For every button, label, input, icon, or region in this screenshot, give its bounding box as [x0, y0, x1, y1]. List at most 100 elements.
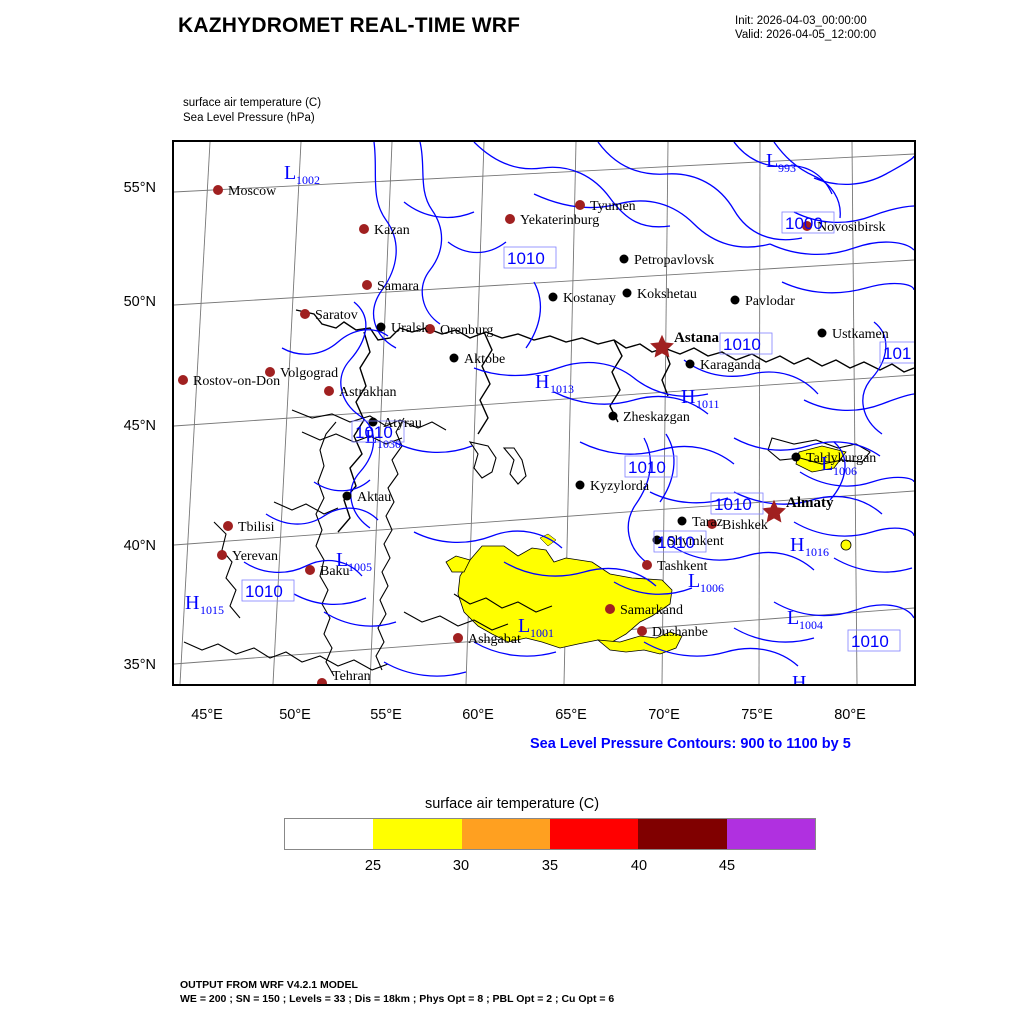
lat-label-40n: 40°N [123, 538, 156, 554]
svg-text:Zheskazgan: Zheskazgan [623, 410, 690, 425]
svg-text:Pavlodar: Pavlodar [745, 294, 795, 309]
colorbar-title: surface air temperature (C) [424, 796, 600, 812]
colorbar-swatch-2 [461, 819, 550, 849]
lat-label-50n: 50°N [123, 294, 156, 310]
svg-text:Karaganda: Karaganda [700, 358, 761, 373]
svg-text:1002: 1002 [296, 173, 320, 187]
svg-text:H: H [535, 371, 549, 393]
svg-text:H: H [185, 592, 199, 614]
svg-text:Ustkamen: Ustkamen [832, 327, 889, 342]
colorbar-swatch-1 [373, 819, 462, 849]
svg-text:Aktau: Aktau [357, 490, 391, 505]
svg-text:Kokshetau: Kokshetau [637, 287, 697, 302]
lon-label-75e: 75°E [741, 707, 773, 723]
svg-text:L: L [365, 426, 377, 448]
svg-text:1011: 1011 [696, 397, 720, 411]
svg-text:101: 101 [883, 344, 911, 363]
variable-line-1: surface air temperature (C) [183, 97, 322, 109]
svg-text:1013: 1013 [550, 382, 574, 396]
svg-text:L: L [766, 150, 778, 172]
svg-text:L: L [787, 607, 799, 629]
svg-text:Yerevan: Yerevan [232, 549, 278, 564]
svg-text:Taldykurgan: Taldykurgan [806, 451, 876, 466]
svg-text:1001: 1001 [530, 626, 554, 640]
pressure-contours [243, 142, 914, 677]
svg-text:1010: 1010 [851, 632, 889, 651]
svg-text:Tashkent: Tashkent [657, 559, 707, 574]
svg-text:Tehran: Tehran [332, 669, 371, 684]
init-time: Init: 2026-04-03_00:00:00 [735, 15, 867, 27]
svg-text:Aktobe: Aktobe [464, 352, 505, 367]
footer-line-1: OUTPUT FROM WRF V4.2.1 MODEL [180, 979, 358, 991]
svg-text:1010: 1010 [714, 495, 752, 514]
weather-map[interactable]: Moscow Kazan Tyumen Yekaterinburg Samara… [172, 140, 916, 686]
svg-text:Ashgabat: Ashgabat [468, 632, 521, 647]
svg-text:1006: 1006 [833, 464, 857, 478]
colorbar-tick-25: 25 [364, 858, 382, 874]
lon-label-65e: 65°E [555, 707, 587, 723]
svg-text:Baku: Baku [320, 564, 350, 579]
colorbar-swatch-3 [549, 819, 639, 849]
svg-text:1015: 1015 [200, 603, 224, 617]
svg-text:1010: 1010 [628, 458, 666, 477]
svg-text:Taraz: Taraz [692, 515, 723, 530]
svg-text:H: H [681, 386, 695, 408]
svg-text:Yekaterinburg: Yekaterinburg [520, 213, 599, 228]
svg-text:1006: 1006 [700, 581, 724, 595]
colorbar-tick-35: 35 [541, 858, 559, 874]
svg-text:Bishkek: Bishkek [722, 518, 768, 533]
svg-text:1010: 1010 [355, 423, 393, 442]
lon-label-50e: 50°E [279, 707, 311, 723]
lon-label-70e: 70°E [648, 707, 680, 723]
page-title: KAZHYDROMET REAL-TIME WRF [178, 14, 521, 37]
contour-value-labels: 1010 1000 1010 1010 1010 1010 1010 1010 … [241, 211, 914, 652]
coastlines [183, 409, 871, 677]
svg-text:L: L [284, 162, 296, 184]
svg-text:1030: 1030 [377, 437, 401, 451]
svg-text:Volgograd: Volgograd [280, 366, 338, 381]
colorbar-swatch-4 [638, 819, 727, 849]
capital-markers [650, 334, 786, 523]
svg-text:1010: 1010 [507, 249, 545, 268]
svg-text:Petropavlovsk: Petropavlovsk [634, 253, 714, 268]
svg-text:1010: 1010 [245, 582, 283, 601]
svg-text:Kazan: Kazan [374, 223, 410, 238]
temperature-colorbar [284, 818, 816, 850]
svg-text:Samarkand: Samarkand [620, 603, 683, 618]
svg-text:Uralsk: Uralsk [391, 321, 428, 336]
svg-text:Dushanbe: Dushanbe [652, 625, 708, 640]
lon-label-45e: 45°E [191, 707, 223, 723]
svg-text:1010: 1010 [657, 533, 695, 552]
svg-text:Moscow: Moscow [228, 184, 277, 199]
footer-line-2: WE = 200 ; SN = 150 ; Levels = 33 ; Dis … [180, 993, 615, 1005]
svg-text:Tyumen: Tyumen [590, 199, 636, 214]
svg-text:1010: 1010 [723, 335, 761, 354]
svg-text:L: L [336, 549, 348, 571]
svg-text:Rostov-on-Don: Rostov-on-Don [193, 374, 280, 389]
city-markers [178, 185, 827, 684]
svg-text:1005: 1005 [348, 560, 372, 574]
model-footer: OUTPUT FROM WRF V4.2.1 MODEL WE = 200 ; … [180, 978, 614, 1006]
lat-label-45n: 45°N [123, 418, 156, 434]
svg-text:Saratov: Saratov [315, 308, 358, 323]
svg-text:Almaty: Almaty [786, 495, 834, 511]
svg-text:L: L [688, 570, 700, 592]
colorbar-ticks: 25 30 35 40 45 [284, 858, 816, 878]
svg-text:Kostanay: Kostanay [563, 291, 616, 306]
svg-text:Astana: Astana [674, 330, 720, 346]
contour-note: Sea Level Pressure Contours: 900 to 1100… [530, 736, 851, 752]
lon-label-60e: 60°E [462, 707, 494, 723]
pressure-center-labels: L 1002 L 993 H 1013 H 1011 L 1030 L 1005 H 1015… [185, 150, 857, 684]
colorbar-tick-30: 30 [452, 858, 470, 874]
svg-text:993: 993 [778, 161, 796, 175]
valid-time: Valid: 2026-04-05_12:00:00 [735, 29, 877, 41]
svg-text:H: H [792, 672, 806, 684]
capital-labels: Astana Almaty [674, 330, 834, 511]
variable-legend: surface air temperature (C) Sea Level Pr… [183, 96, 321, 126]
svg-text:1000: 1000 [785, 214, 823, 233]
colorbar-tick-40: 40 [630, 858, 648, 874]
colorbar-tick-45: 45 [718, 858, 736, 874]
svg-text:Kyzylorda: Kyzylorda [590, 479, 650, 494]
temperature-shading-25-30 [445, 445, 852, 655]
run-times: Init: 2026-04-03_00:00:00 Valid: 2026-04… [735, 14, 876, 42]
